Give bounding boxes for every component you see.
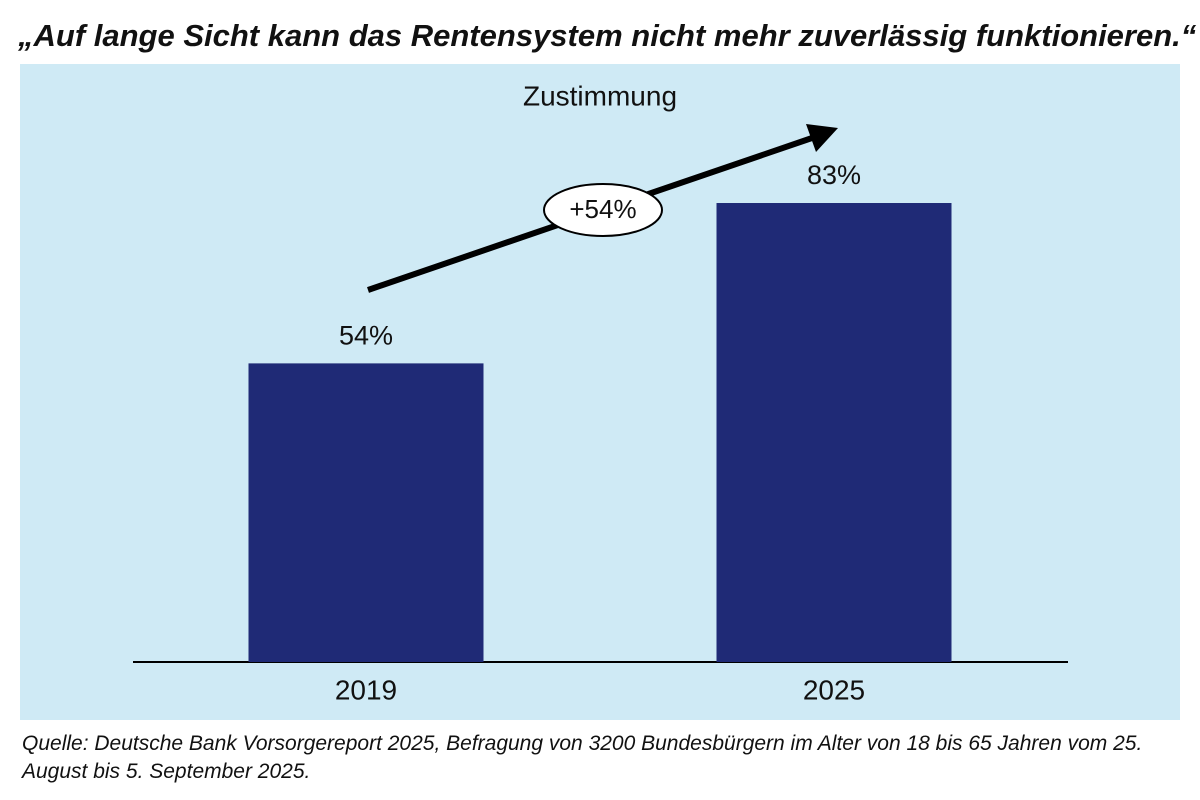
- value-label: 83%: [807, 160, 861, 190]
- x-tick-label: 2019: [335, 674, 397, 705]
- value-label: 54%: [339, 321, 393, 351]
- source-note: Quelle: Deutsche Bank Vorsorgereport 202…: [22, 732, 1143, 783]
- chart-title: „Auf lange Sicht kann das Rentensystem n…: [17, 18, 1197, 53]
- annotation: +54%: [569, 194, 636, 224]
- annotation-bubble: [543, 183, 663, 237]
- x-tick-label: 2025: [803, 674, 865, 705]
- chart-panel: [20, 64, 1180, 720]
- chart: „Auf lange Sicht kann das Rentensystem n…: [17, 18, 1197, 720]
- arrow-head: [806, 124, 838, 152]
- bar: [716, 203, 952, 662]
- bar: [248, 363, 484, 662]
- chart-subtitle: Zustimmung: [523, 80, 677, 111]
